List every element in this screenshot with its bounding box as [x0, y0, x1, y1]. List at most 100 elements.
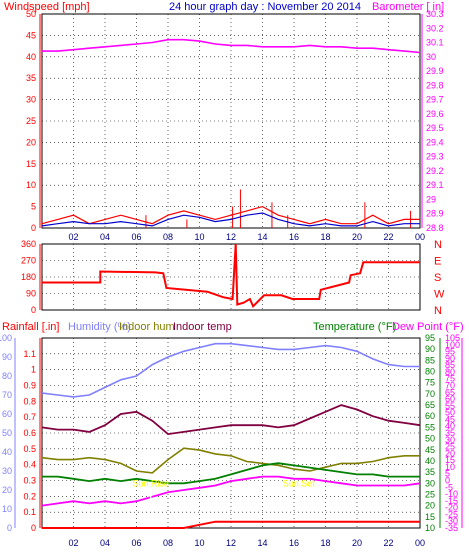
rain-tick-label: 0 [31, 523, 36, 533]
humidity-tick-label: 40 [2, 447, 12, 457]
dew-point-tick-label: 70 [445, 381, 455, 391]
x-tick-label: 14 [257, 232, 267, 242]
humidity-tick-label: 0 [7, 523, 12, 533]
rain-tick-label: 0.3 [23, 476, 36, 486]
baro-tick-label: 30.1 [426, 38, 444, 48]
temperature-tick-label: 15 [425, 512, 435, 522]
x-tick-label: 08 [163, 538, 173, 548]
dew-point-tick-label: 10 [445, 462, 455, 472]
barometer-line [42, 38, 421, 54]
humidity-tick-label: 10 [2, 504, 12, 514]
x-tick-label: 02 [68, 232, 78, 242]
wind-tick-label: 20 [26, 137, 36, 147]
humidity-tick-label: 30 [2, 466, 12, 476]
legend-temperature: Temperature (°F) [313, 321, 396, 333]
temperature-tick-label: 95 [425, 333, 435, 343]
baro-tick-label: 29.5 [426, 123, 444, 133]
temperature-tick-label: 55 [425, 422, 435, 432]
temperature-tick-label: 25 [425, 489, 435, 499]
sun-event-label: Sun Rise [132, 478, 169, 488]
x-tick-label: 20 [352, 232, 362, 242]
legend-indoor-hum: Indoor hum [119, 321, 175, 333]
compass-tick-label: W [434, 289, 445, 301]
x-tick-label: 18 [320, 232, 330, 242]
x-tick-label: 20 [352, 538, 362, 548]
x-tick-label: 08 [163, 232, 173, 242]
barometer-title: Barometer [ in] [372, 1, 444, 13]
baro-tick-label: 29.9 [426, 66, 444, 76]
baro-tick-label: 30 [426, 52, 436, 62]
x-tick-label: 00 [415, 538, 425, 548]
dew-point-tick-label: 50 [445, 408, 455, 418]
rain-tick-label: 0.8 [23, 396, 36, 406]
wind-tick-label: 5 [31, 202, 36, 212]
temperature-tick-label: 65 [425, 400, 435, 410]
temperature-tick-label: 20 [425, 501, 435, 511]
baro-tick-label: 28.8 [426, 223, 444, 233]
rain-tick-label: 0.9 [23, 381, 36, 391]
x-tick-label: 02 [68, 538, 78, 548]
baro-tick-label: 30.2 [426, 23, 444, 33]
wind-direction-line [42, 243, 420, 309]
baro-tick-label: 29 [426, 194, 436, 204]
temperature-tick-label: 45 [425, 445, 435, 455]
x-tick-label: 06 [131, 538, 141, 548]
windspeed-line [41, 205, 420, 225]
x-tick-label: 04 [100, 232, 110, 242]
wind-average-line [41, 212, 420, 227]
dew-point-tick-label: 75 [445, 374, 455, 384]
legend-humidity: Humidity (%) [68, 321, 131, 333]
wind-tick-label: 50 [26, 9, 36, 19]
rain-tick-label: 0.2 [23, 491, 36, 501]
legend-dew-point: Dew Point (°F) [392, 321, 464, 333]
temperature-tick-label: 80 [425, 367, 435, 377]
dew-point-line [41, 475, 421, 507]
compass-tick-label: E [434, 256, 441, 268]
direction-tick-label: 270 [21, 256, 36, 266]
humidity-tick-label: 90 [2, 352, 12, 362]
humidity-tick-label: 60 [2, 409, 12, 419]
rain-tick-label: 0.1 [23, 507, 36, 517]
dew-point-tick-label: 15 [445, 455, 455, 465]
wind-tick-label: 0 [31, 223, 36, 233]
temperature-tick-label: 90 [425, 344, 435, 354]
temperature-tick-label: 60 [425, 411, 435, 421]
wind-tick-label: 25 [26, 116, 36, 126]
dew-point-tick-label: 95 [445, 347, 455, 357]
temperature-tick-label: 10 [425, 523, 435, 533]
dew-point-tick-label: 100 [445, 340, 460, 350]
dew-point-tick-label: -15 [445, 496, 458, 506]
temperature-tick-label: 70 [425, 389, 435, 399]
dew-point-tick-label: -10 [445, 489, 458, 499]
baro-tick-label: 28.9 [426, 209, 444, 219]
wind-tick-label: 35 [26, 73, 36, 83]
windspeed-title: Windspeed [mph] [4, 1, 90, 13]
humidity-tick-label: 20 [2, 485, 12, 495]
dew-point-tick-label: 0 [445, 476, 450, 486]
temperature-line [42, 462, 420, 485]
wind-tick-label: 40 [26, 52, 36, 62]
x-tick-label: 18 [320, 538, 330, 548]
dew-point-tick-label: 60 [445, 394, 455, 404]
humidity-line [41, 342, 420, 398]
humidity-tick-label: 70 [2, 390, 12, 400]
sun-event-label: Sun Set [283, 478, 316, 488]
indoor-temp-line [41, 404, 421, 436]
x-tick-label: 22 [383, 232, 393, 242]
baro-tick-label: 30.3 [426, 9, 444, 19]
baro-tick-label: 29.8 [426, 80, 444, 90]
wind-tick-label: 45 [26, 30, 36, 40]
dew-point-tick-label: 80 [445, 367, 455, 377]
rain-line [42, 520, 420, 529]
temperature-tick-label: 75 [425, 378, 435, 388]
x-tick-label: 04 [100, 538, 110, 548]
legend-rainfall: Rainfall [.in] [2, 321, 59, 333]
wind-tick-label: 30 [26, 95, 36, 105]
temperature-tick-label: 50 [425, 434, 435, 444]
graph-date-title: 24 hour graph day : November 20 2014 [169, 1, 361, 13]
direction-tick-label: 0 [31, 305, 36, 315]
x-tick-label: 10 [194, 538, 204, 548]
dew-point-tick-label: 25 [445, 442, 455, 452]
